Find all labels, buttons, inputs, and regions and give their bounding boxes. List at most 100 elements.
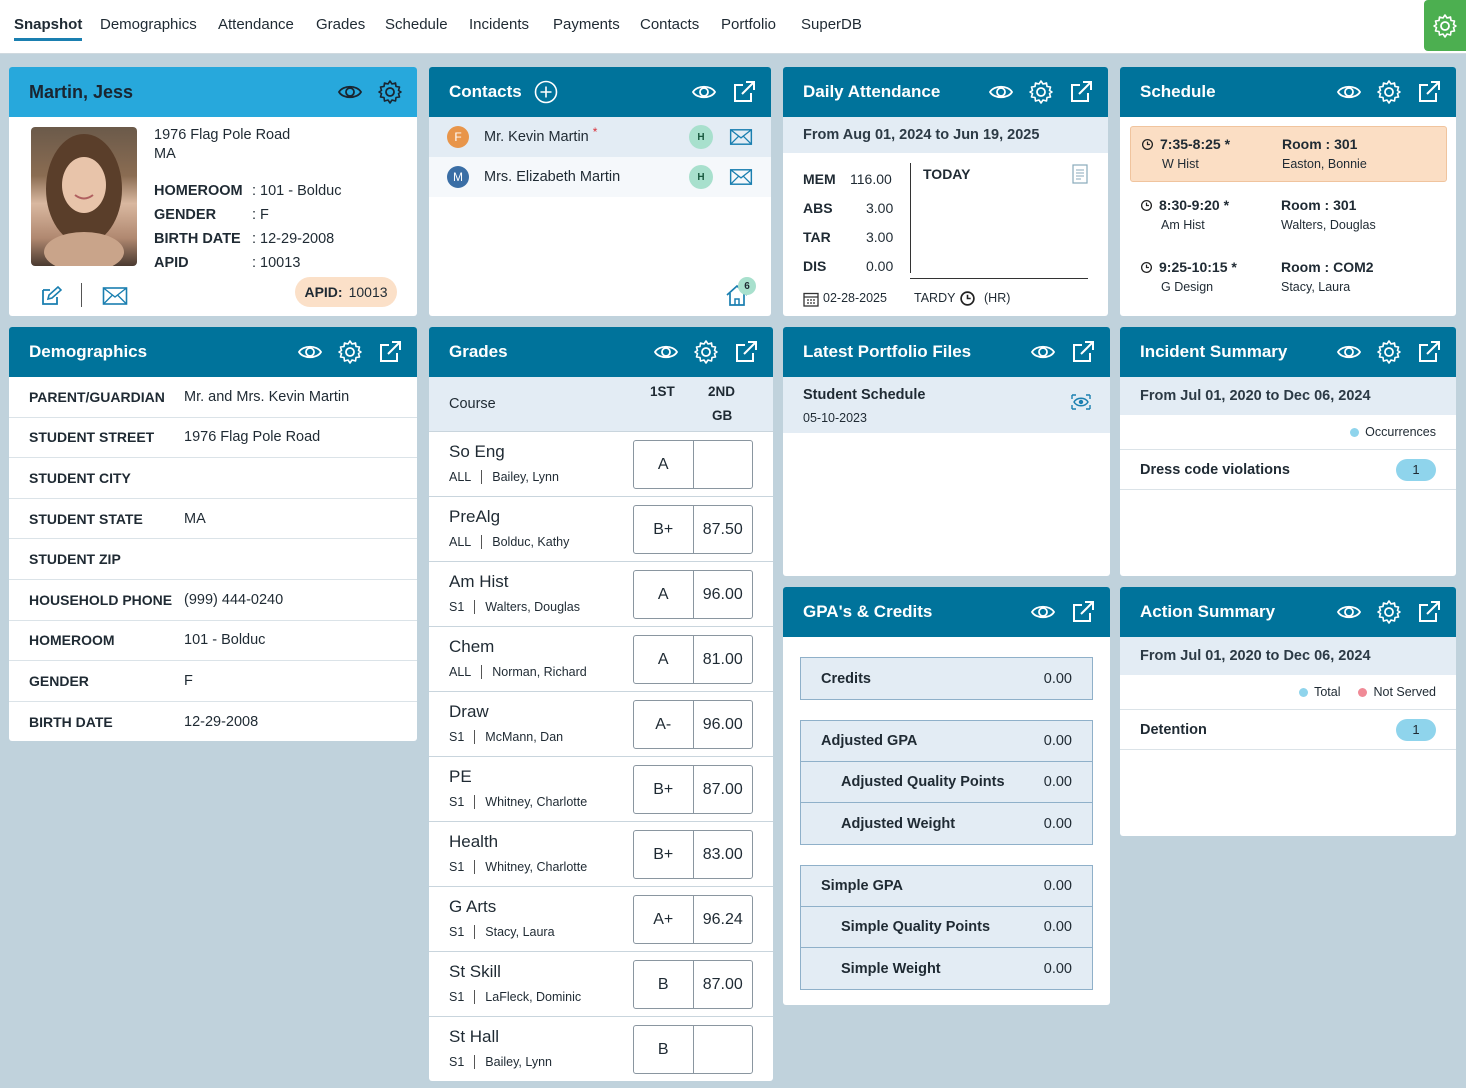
grade-box[interactable]: A 81.00 <box>633 635 753 684</box>
grade-box[interactable]: B+ 87.50 <box>633 505 753 554</box>
eye-icon[interactable] <box>297 339 323 365</box>
stat-value: 3.00 <box>866 229 894 245</box>
grade-term: S1 <box>449 600 465 614</box>
gear-icon[interactable] <box>1376 339 1402 365</box>
document-icon[interactable] <box>1072 164 1088 184</box>
grade-box[interactable]: B+ 83.00 <box>633 830 753 879</box>
incident-row[interactable]: Dress code violations 1 <box>1120 450 1456 490</box>
external-link-icon[interactable] <box>1416 339 1442 365</box>
tab-payments[interactable]: Payments <box>553 16 620 33</box>
gear-icon[interactable] <box>377 79 403 105</box>
external-link-icon[interactable] <box>1070 599 1096 625</box>
portfolio-file-row[interactable]: Student Schedule 05-10-2023 <box>783 377 1110 433</box>
gear-icon[interactable] <box>337 339 363 365</box>
gpa-label: Adjusted Quality Points <box>841 774 1005 790</box>
tab-snapshot[interactable]: Snapshot <box>14 16 83 41</box>
grade-row[interactable]: So Eng ALL Bailey, Lynn A <box>429 432 773 497</box>
grade-meta: ALL Bailey, Lynn <box>449 470 559 484</box>
card-title: Schedule <box>1140 82 1216 101</box>
tab-incidents[interactable]: Incidents <box>469 16 530 33</box>
settings-button[interactable] <box>1424 0 1466 51</box>
grade-box[interactable]: B <box>633 1025 753 1074</box>
demographics-value: (999) 444-0240 <box>184 591 284 608</box>
add-contact-icon[interactable] <box>534 80 558 104</box>
tab-demographics[interactable]: Demographics <box>100 16 197 33</box>
schedule-item[interactable]: 8:30-9:20 * Am Hist Room : 301 Walters, … <box>1130 188 1447 244</box>
action-card: Action Summary From Jul 01, 2020 to Dec … <box>1120 587 1456 836</box>
grade-term: S1 <box>449 730 465 744</box>
view-file-icon[interactable] <box>1070 393 1092 411</box>
incident-card: Incident Summary From Jul 01, 2020 to De… <box>1120 327 1456 576</box>
gear-icon[interactable] <box>1376 599 1402 625</box>
schedule-item[interactable]: 7:35-8:25 * W Hist Room : 301 Easton, Bo… <box>1130 126 1447 182</box>
grade-term: S1 <box>449 795 465 809</box>
grade-row[interactable]: St Skill S1 LaFleck, Dominic B 87.00 <box>429 952 773 1017</box>
grade-row[interactable]: Chem ALL Norman, Richard A 81.00 <box>429 627 773 692</box>
incident-legend: Occurrences <box>1120 415 1456 450</box>
contact-row[interactable]: M Mrs. Elizabeth Martin H <box>429 157 771 197</box>
divider <box>474 925 476 939</box>
grade-row[interactable]: Am Hist S1 Walters, Douglas A 96.00 <box>429 562 773 627</box>
grade-row[interactable]: St Hall S1 Bailey, Lynn B <box>429 1017 773 1081</box>
tab-schedule[interactable]: Schedule <box>385 16 448 33</box>
edit-icon[interactable] <box>40 285 62 307</box>
eye-icon[interactable] <box>988 79 1014 105</box>
grade-box[interactable]: A <box>633 440 753 489</box>
grade-row[interactable]: Draw S1 McMann, Dan A- 96.00 <box>429 692 773 757</box>
grade-box[interactable]: A+ 96.24 <box>633 895 753 944</box>
external-link-icon[interactable] <box>733 339 759 365</box>
grade-2nd: 96.24 <box>702 910 743 928</box>
gpa-label: Simple Quality Points <box>841 919 991 935</box>
external-link-icon[interactable] <box>1068 79 1094 105</box>
demographics-row: STUDENT ZIP <box>9 539 417 580</box>
action-row[interactable]: Detention 1 <box>1120 710 1456 750</box>
field-value: : 12-29-2008 <box>252 231 335 247</box>
schedule-time: 9:25-10:15 * <box>1159 259 1237 275</box>
eye-icon[interactable] <box>1336 339 1362 365</box>
eye-icon[interactable] <box>653 339 679 365</box>
tab-portfolio[interactable]: Portfolio <box>721 16 777 33</box>
external-link-icon[interactable] <box>1416 79 1442 105</box>
tab-superdb[interactable]: SuperDB <box>801 16 862 33</box>
grade-2nd: 96.00 <box>702 715 743 733</box>
mail-icon[interactable] <box>729 128 753 146</box>
tab-contacts[interactable]: Contacts <box>640 16 700 33</box>
tab-attendance[interactable]: Attendance <box>218 16 294 33</box>
tab-grades[interactable]: Grades <box>316 16 366 33</box>
external-link-icon[interactable] <box>731 79 757 105</box>
grade-box[interactable]: A 96.00 <box>633 570 753 619</box>
demographics-label: STUDENT ZIP <box>29 551 121 568</box>
grade-1st: A- <box>634 701 694 748</box>
gear-icon[interactable] <box>1376 79 1402 105</box>
eye-icon[interactable] <box>1030 599 1056 625</box>
eye-icon[interactable] <box>337 79 363 105</box>
gpa-row: Simple Quality Points 0.00 <box>801 907 1092 948</box>
grade-row[interactable]: G Arts S1 Stacy, Laura A+ 96.24 <box>429 887 773 952</box>
external-link-icon[interactable] <box>1070 339 1096 365</box>
gear-icon[interactable] <box>1028 79 1054 105</box>
grade-box[interactable]: B+ 87.00 <box>633 765 753 814</box>
gear-icon[interactable] <box>693 339 719 365</box>
grade-row[interactable]: Health S1 Whitney, Charlotte B+ 83.00 <box>429 822 773 887</box>
eye-icon[interactable] <box>1336 599 1362 625</box>
calendar-icon <box>803 292 819 307</box>
grade-box[interactable]: A- 96.00 <box>633 700 753 749</box>
external-link-icon[interactable] <box>377 339 403 365</box>
grade-term: S1 <box>449 1055 465 1069</box>
grade-meta: S1 Walters, Douglas <box>449 600 580 614</box>
grade-row[interactable]: PE S1 Whitney, Charlotte B+ 87.00 <box>429 757 773 822</box>
eye-icon[interactable] <box>1336 79 1362 105</box>
grade-row[interactable]: PreAlg ALL Bolduc, Kathy B+ 87.50 <box>429 497 773 562</box>
eye-icon[interactable] <box>1030 339 1056 365</box>
field-value: : 10013 <box>252 255 301 271</box>
schedule-item[interactable]: 9:25-10:15 * G Design Room : COM2 Stacy,… <box>1130 250 1447 306</box>
divider <box>474 600 476 614</box>
mail-icon[interactable] <box>102 286 128 306</box>
grade-box[interactable]: B 87.00 <box>633 960 753 1009</box>
external-link-icon[interactable] <box>1416 599 1442 625</box>
demographics-row: HOMEROOM 101 - Bolduc <box>9 621 417 662</box>
eye-icon[interactable] <box>691 79 717 105</box>
contact-row[interactable]: F Mr. Kevin Martin * H <box>429 117 771 157</box>
mail-icon[interactable] <box>729 168 753 186</box>
demographics-row: STUDENT CITY <box>9 458 417 499</box>
